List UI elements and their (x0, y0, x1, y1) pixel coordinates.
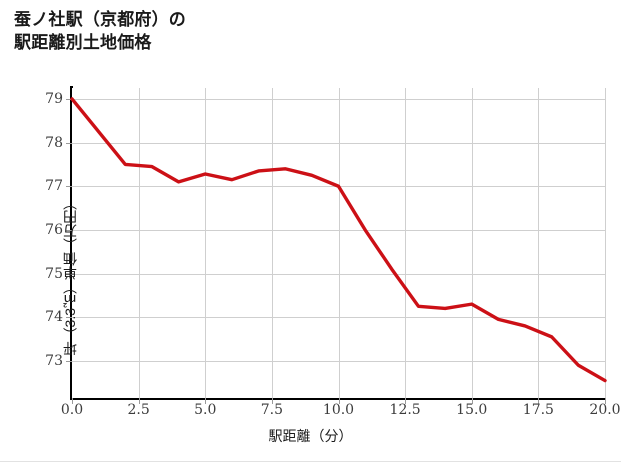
x-tick-label: 5.0 (194, 402, 217, 418)
x-tick-mark (538, 398, 540, 404)
x-tick-label: 2.5 (127, 402, 150, 418)
x-tick-mark (271, 398, 273, 404)
y-tick-mark (66, 273, 72, 275)
y-tick-label: 73 (45, 352, 63, 369)
x-tick-mark (138, 398, 140, 404)
y-tick-mark (66, 229, 72, 231)
x-tick-label: 12.5 (389, 402, 421, 418)
y-tick-label: 77 (45, 178, 63, 195)
y-tick-label: 75 (45, 265, 63, 282)
x-tick-label: 20.0 (589, 402, 621, 418)
x-tick-label: 15.0 (456, 402, 488, 418)
y-axis-title: 坪（3.3㎡）単価（万円） (62, 196, 78, 356)
gridline-vertical (338, 88, 340, 398)
x-tick-mark (205, 398, 207, 404)
x-tick-label: 10.0 (322, 402, 355, 418)
x-axis-title: 駅距離（分） (268, 428, 353, 444)
y-tick-mark (66, 98, 72, 100)
x-tick-label: 7.5 (260, 402, 284, 418)
y-axis-spine (70, 86, 73, 400)
x-tick-label: 0.0 (60, 402, 84, 418)
gridline-vertical (538, 88, 540, 398)
gridline-vertical (138, 88, 140, 398)
gridline-vertical (605, 88, 606, 398)
gridline-vertical (471, 88, 473, 398)
y-tick-label: 74 (45, 309, 63, 326)
chart-title-line-2: 駅距離別土地価格 (14, 33, 152, 53)
bottom-divider (0, 461, 621, 462)
x-tick-mark (338, 398, 340, 404)
plot-area: 73 74 75 76 77 78 79 0.0 2.5 5.0 7.5 10.0 12.5 15.0 1… (45, 88, 621, 418)
chart-title: 蚕ノ社駅（京都府）の 駅距離別土地価格 (14, 8, 604, 55)
gridline-vertical (405, 88, 407, 398)
y-tick-label: 79 (45, 90, 63, 107)
x-axis-spine (70, 397, 606, 400)
x-tick-mark (471, 398, 473, 404)
data-series-line (70, 97, 607, 383)
chart-title-line-1: 蚕ノ社駅（京都府）の (14, 10, 186, 29)
gridline-vertical (271, 88, 273, 398)
x-tick-mark (405, 398, 407, 404)
x-tick-mark (605, 398, 606, 404)
x-tick-label: 17.5 (522, 402, 554, 418)
gridline-vertical (205, 88, 207, 398)
y-tick-label: 78 (45, 134, 63, 151)
x-tick-mark (72, 398, 73, 404)
y-tick-mark (66, 142, 72, 144)
y-tick-mark (66, 186, 72, 188)
y-tick-mark (66, 317, 72, 319)
y-tick-mark (66, 360, 72, 362)
y-tick-label: 76 (45, 221, 63, 238)
